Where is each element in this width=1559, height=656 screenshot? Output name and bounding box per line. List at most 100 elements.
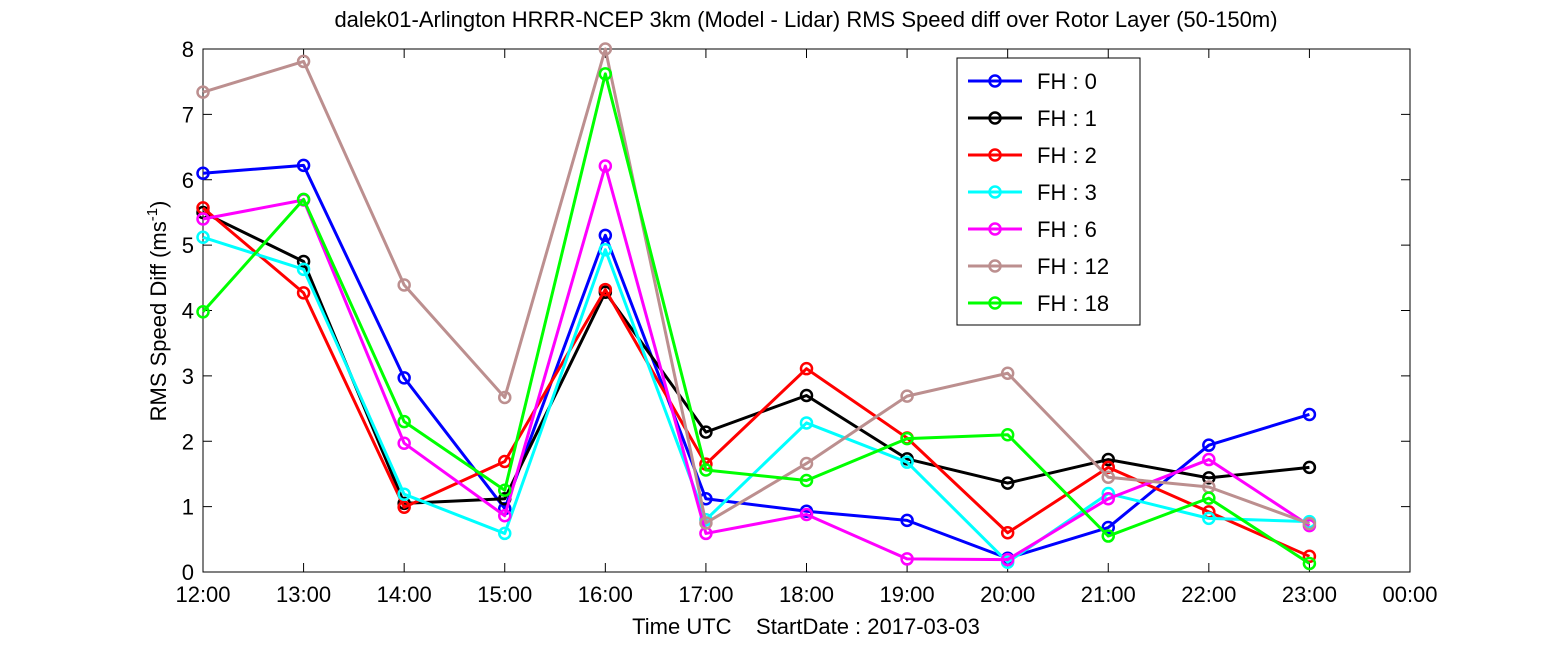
data-point <box>1000 526 1015 540</box>
data-point <box>296 262 311 277</box>
data-point <box>498 526 512 541</box>
data-point <box>799 388 814 403</box>
data-point <box>498 509 512 523</box>
data-point <box>397 500 411 515</box>
y-tick-label: 2 <box>182 429 194 454</box>
series-line <box>201 72 1311 565</box>
series-layer <box>196 42 1317 571</box>
legend-entry: FH : 0 <box>968 69 1097 94</box>
legend-swatch-marker <box>988 74 1002 88</box>
data-point <box>1000 366 1015 381</box>
data-point <box>900 431 914 446</box>
legend-entry: FH : 3 <box>968 180 1097 205</box>
y-axis-label: RMS Speed Diff (ms-1) <box>144 201 171 422</box>
x-axis-label: Time UTC StartDate : 2017-03-03 <box>632 614 980 639</box>
data-point <box>1000 427 1015 442</box>
data-point <box>900 455 914 469</box>
data-point <box>1101 492 1115 506</box>
data-point <box>296 254 311 269</box>
data-point <box>1101 452 1115 467</box>
legend-label: FH : 18 <box>1037 291 1109 316</box>
data-point <box>598 242 613 257</box>
data-point <box>598 67 613 81</box>
data-point <box>799 473 814 488</box>
x-tick-label: 17:00 <box>678 582 733 607</box>
legend-label: FH : 12 <box>1037 254 1109 279</box>
legend: FH : 0 FH : 1 FH : 2 FH : 3 FH : 6 FH : 12 FH … <box>956 57 1141 326</box>
x-tick-label: 16:00 <box>578 582 633 607</box>
data-point <box>196 305 210 319</box>
data-point <box>498 483 512 498</box>
series-6 <box>196 67 1317 571</box>
series-line <box>202 47 1310 526</box>
data-point <box>397 436 411 450</box>
series-line <box>202 164 1311 562</box>
data-point <box>799 456 814 471</box>
legend-label: FH : 2 <box>1037 143 1097 168</box>
x-tick-label: 14:00 <box>377 582 432 607</box>
series-line <box>202 206 1311 558</box>
data-point <box>799 416 814 430</box>
data-point <box>1101 520 1115 535</box>
data-point <box>799 507 814 522</box>
data-point <box>296 192 311 207</box>
data-point <box>1302 460 1317 475</box>
legend-label: FH : 1 <box>1037 106 1097 131</box>
data-point <box>1202 452 1216 467</box>
legend-label: FH : 3 <box>1037 180 1097 205</box>
data-point <box>296 286 311 300</box>
legend-label: FH : 6 <box>1037 217 1097 242</box>
series-line <box>202 211 1310 505</box>
legend-entry: FH : 6 <box>968 217 1097 242</box>
y-tick-label: 0 <box>182 560 194 585</box>
x-tick-label: 00:00 <box>1382 582 1437 607</box>
legend-swatch-marker <box>988 185 1002 199</box>
data-point <box>1101 529 1115 543</box>
legend-entry: FH : 2 <box>968 143 1097 168</box>
x-tick-label: 23:00 <box>1282 582 1337 607</box>
y-tick-label: 7 <box>182 102 194 127</box>
data-point <box>397 371 411 385</box>
x-tick-label: 13:00 <box>276 582 331 607</box>
legend-swatch-marker <box>988 296 1002 310</box>
data-point <box>699 463 713 477</box>
y-axis-label-main: RMS Speed Diff (ms <box>146 221 171 421</box>
data-point <box>397 487 411 501</box>
data-point <box>397 278 411 292</box>
data-point <box>1302 556 1317 571</box>
data-point <box>196 166 210 180</box>
y-tick-label: 4 <box>182 299 194 324</box>
data-point <box>1302 407 1317 422</box>
data-point <box>196 230 210 245</box>
y-tick-label: 5 <box>182 233 194 258</box>
series-5 <box>196 42 1317 531</box>
data-point <box>1000 476 1015 490</box>
data-point <box>296 54 311 69</box>
data-point <box>598 228 613 243</box>
legend-entry: FH : 1 <box>968 106 1097 131</box>
data-point <box>1202 491 1216 505</box>
x-tick-label: 12:00 <box>175 582 230 607</box>
data-point <box>598 282 613 297</box>
y-tick-label: 8 <box>182 37 194 62</box>
x-tick-label: 18:00 <box>779 582 834 607</box>
data-point <box>699 516 713 530</box>
legend-entry: FH : 12 <box>968 254 1109 279</box>
data-point <box>699 425 713 439</box>
data-point <box>1101 470 1115 484</box>
data-point <box>196 85 210 99</box>
y-tick-label: 6 <box>182 168 194 193</box>
y-tick-label: 1 <box>182 495 194 520</box>
legend-swatch-marker <box>988 148 1002 162</box>
data-point <box>1202 471 1216 485</box>
chart-title: dalek01-Arlington HRRR-NCEP 3km (Model -… <box>334 7 1277 32</box>
x-tick-label: 15:00 <box>477 582 532 607</box>
y-tick-label: 3 <box>182 364 194 389</box>
data-point <box>498 390 512 405</box>
legend-label: FH : 0 <box>1037 69 1097 94</box>
series-line <box>202 163 1310 560</box>
legend-swatch-marker <box>988 259 1002 273</box>
data-point <box>1302 516 1317 531</box>
data-point <box>1202 511 1216 526</box>
